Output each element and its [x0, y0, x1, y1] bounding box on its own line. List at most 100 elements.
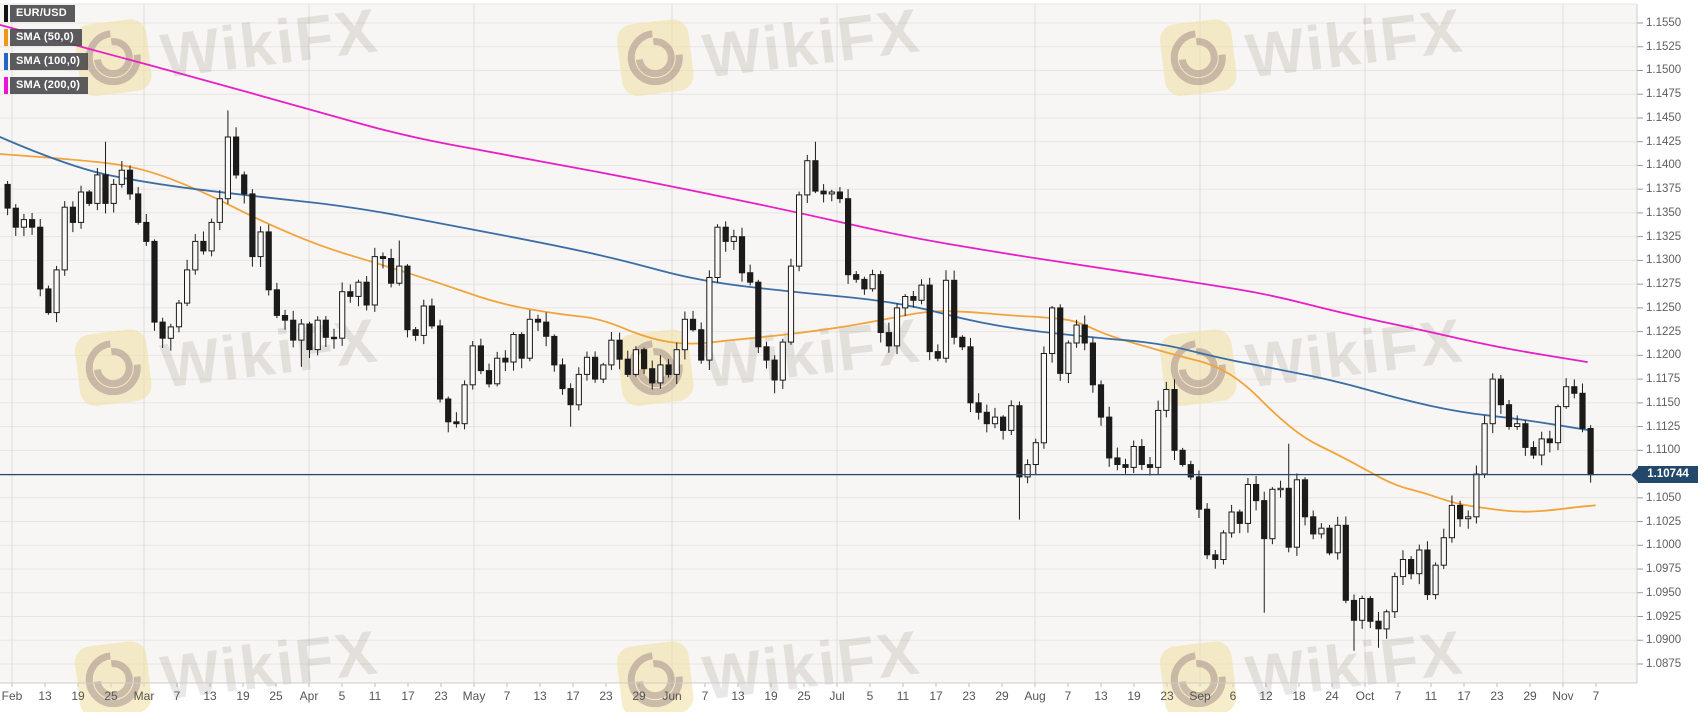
y-axis-tick-label: 1.1300 [1646, 254, 1682, 267]
candle-bullish [1554, 406, 1562, 444]
y-axis-tick-label: 1.1100 [1646, 444, 1681, 457]
legend-item-sma-200[interactable]: SMA (200,0) [4, 77, 89, 94]
candle-bearish [502, 357, 509, 363]
candle-bullish [730, 236, 737, 242]
x-axis-tick-label: Jun [662, 689, 682, 703]
y-axis-tick-label: 1.1125 [1646, 420, 1681, 433]
candle-bullish [257, 231, 264, 258]
candle-bullish [1563, 386, 1570, 408]
candle-bearish [853, 274, 860, 280]
candle-bullish [828, 191, 835, 195]
candle-bearish [1408, 559, 1415, 575]
candle-bullish [1399, 559, 1407, 578]
x-axis-tick-label: 19 [71, 689, 85, 703]
candle-bearish [200, 240, 207, 252]
candle-bullish [208, 221, 215, 252]
candle-bearish [1497, 378, 1505, 406]
candle-bullish [224, 136, 232, 200]
x-axis-tick-label: Feb [1, 689, 23, 703]
y-axis-tick-label: 1.0925 [1646, 610, 1682, 623]
candle-bearish [534, 318, 542, 323]
y-axis-tick-label: 1.1400 [1646, 159, 1682, 172]
y-axis-tick-label: 1.1525 [1646, 40, 1682, 53]
candle-bearish [485, 370, 493, 385]
y-axis-tick-label: 1.1175 [1646, 373, 1681, 386]
x-axis-tick-label: 23 [1160, 689, 1174, 703]
candle-bullish [714, 226, 721, 278]
x-axis-tick-label: 12 [1259, 689, 1273, 703]
candle-bullish [1465, 516, 1472, 520]
watermark-logo-icon [627, 652, 683, 708]
y-axis-tick-label: 1.1550 [1646, 17, 1682, 29]
candle-bearish [926, 284, 933, 353]
candle-bearish [290, 319, 297, 341]
watermark-logo-icon [627, 30, 683, 86]
candle-bearish [934, 351, 941, 359]
candle-bearish [559, 364, 566, 390]
legend-item-sma-50[interactable]: SMA (50,0) [4, 29, 88, 46]
candle-bearish [877, 274, 884, 334]
legend-item-sma-100[interactable]: SMA (100,0) [4, 53, 89, 70]
x-axis-tick-label: 7 [173, 689, 181, 703]
legend-label: SMA (200,0) [10, 77, 89, 94]
x-axis-tick-label: 23 [962, 689, 976, 703]
candle-bearish [477, 345, 484, 372]
x-axis-tick-label: Mar [133, 689, 155, 703]
candle-bearish [1350, 599, 1358, 621]
x-axis-tick-label: 7 [1592, 689, 1600, 703]
candle-bullish [1473, 473, 1480, 518]
candle-bearish [1579, 392, 1586, 429]
candle-bearish [1057, 307, 1064, 374]
candle-bearish [592, 356, 599, 380]
candle-bearish [1546, 438, 1553, 444]
x-axis-tick-label: 29 [632, 689, 646, 703]
candle-bullish [1163, 389, 1170, 411]
candle-bullish [869, 274, 876, 290]
y-axis-tick-label: 1.1375 [1646, 183, 1682, 196]
legend-color-chip [4, 53, 8, 70]
legend-color-chip [4, 5, 8, 22]
candle-bearish [763, 346, 770, 361]
candle-bullish [1220, 532, 1227, 561]
legend-label: SMA (100,0) [10, 53, 89, 70]
candle-bullish [1040, 353, 1048, 444]
x-axis-tick-label: 7 [1064, 689, 1072, 703]
candle-bearish [845, 198, 852, 276]
y-axis-tick-label: 1.1275 [1646, 278, 1682, 291]
candle-bearish [412, 329, 419, 336]
watermark-logo-icon [1170, 652, 1226, 708]
candle-bullish [94, 174, 101, 204]
legend-label: EUR/USD [10, 5, 75, 22]
candle-bullish [575, 373, 582, 406]
plot-background [0, 4, 1637, 683]
x-axis-tick-label: 29 [995, 689, 1009, 703]
y-axis-tick-label: 1.1000 [1646, 539, 1682, 552]
x-axis-tick-label: 13 [1094, 689, 1108, 703]
candle-bearish [1285, 487, 1292, 548]
x-axis-tick-label: 29 [1523, 689, 1537, 703]
y-axis-tick-label: 1.1325 [1646, 230, 1682, 243]
candle-bearish [233, 136, 240, 176]
candle-bearish [1367, 598, 1374, 622]
candle-bullish [779, 341, 786, 381]
candle-bearish [885, 332, 892, 347]
x-axis-tick-label: 13 [38, 689, 52, 703]
x-axis-tick-label: 25 [269, 689, 283, 703]
candle-bearish [1375, 620, 1382, 630]
y-axis-tick-label: 1.0875 [1646, 657, 1682, 670]
legend-item-eur-usd[interactable]: EUR/USD [4, 5, 88, 22]
x-axis-tick-label: 13 [533, 689, 547, 703]
candle-bearish [1261, 500, 1268, 540]
candle-bullish [339, 291, 346, 339]
candle-bullish [1155, 409, 1162, 468]
x-axis-tick-label: 19 [764, 689, 778, 703]
candlestick-series [4, 110, 1594, 651]
x-axis-tick-label: 11 [368, 689, 382, 703]
candle-bearish [543, 321, 550, 337]
candle-bullish [61, 206, 68, 271]
candle-bullish [420, 305, 427, 336]
candle-bearish [1016, 405, 1023, 478]
current-price-badge: 1.10744 [1631, 466, 1698, 484]
y-axis-tick-label: 1.1150 [1646, 396, 1681, 409]
